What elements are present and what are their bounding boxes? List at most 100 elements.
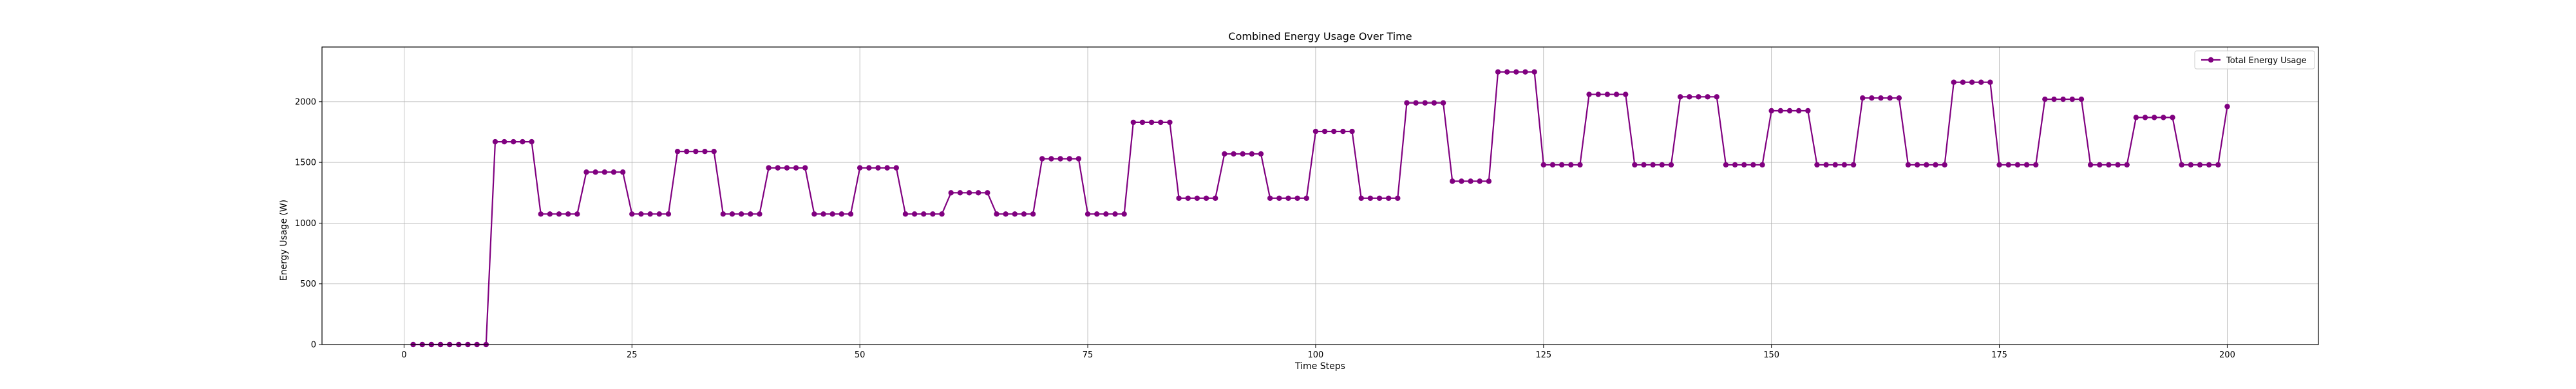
data-point (1668, 162, 1674, 168)
data-point (775, 165, 781, 171)
data-point (1139, 119, 1146, 126)
data-point (1549, 162, 1556, 168)
data-point (1422, 100, 1428, 106)
data-point (2179, 162, 2184, 168)
data-point (2069, 96, 2076, 102)
data-point (1795, 108, 1802, 114)
data-point (957, 190, 963, 196)
data-point (1814, 162, 1820, 168)
data-point (820, 211, 826, 217)
data-point (1687, 94, 1692, 100)
data-point (511, 138, 516, 145)
data-point (1777, 108, 1784, 114)
data-point (2014, 162, 2021, 168)
data-point (1623, 91, 1629, 97)
data-point (757, 211, 762, 217)
data-point (1075, 156, 1082, 162)
data-point (492, 138, 498, 145)
data-point (583, 169, 589, 175)
data-point (1103, 211, 1109, 217)
legend: Total Energy Usage (2194, 50, 2315, 70)
data-point (784, 165, 790, 171)
data-point (2042, 96, 2048, 102)
data-point (638, 211, 644, 217)
data-point (1613, 91, 1620, 97)
data-point (1823, 162, 1829, 168)
data-point (601, 169, 608, 175)
x-tick-label: 0 (401, 350, 406, 360)
data-point (793, 165, 799, 171)
data-point (1231, 151, 1236, 157)
data-point (1568, 162, 1574, 168)
data-point (1057, 156, 1063, 162)
data-point (1477, 178, 1482, 184)
data-point (1705, 94, 1710, 100)
x-axis-label: Time Steps (1294, 361, 1345, 372)
data-point (1905, 162, 1911, 168)
x-tick-label: 125 (1535, 350, 1551, 360)
data-point (1094, 211, 1100, 217)
data-point (921, 211, 927, 217)
data-point (2124, 162, 2130, 168)
data-point (902, 211, 909, 217)
data-point (848, 211, 854, 217)
data-point (948, 190, 954, 196)
data-point (729, 211, 735, 217)
data-point (1495, 69, 1501, 75)
data-point (2224, 104, 2230, 109)
data-point (966, 190, 972, 196)
data-point (702, 148, 708, 155)
data-point (1632, 162, 1638, 168)
data-point (766, 165, 772, 171)
data-point (1303, 195, 1309, 201)
legend-label: Total Energy Usage (2226, 56, 2307, 66)
data-point (939, 211, 945, 217)
data-point (1805, 108, 1811, 114)
data-point (2188, 162, 2194, 168)
data-point (994, 211, 999, 217)
data-point (1285, 195, 1291, 201)
data-point (1595, 91, 1601, 97)
x-tick-label: 100 (1308, 350, 1324, 360)
data-point (866, 165, 872, 171)
data-point (1914, 162, 1920, 168)
data-point (1896, 95, 1902, 101)
data-point (2161, 115, 2166, 120)
data-point (1942, 162, 1947, 168)
data-point (1531, 69, 1537, 75)
data-point (1768, 108, 1774, 114)
data-point (1176, 195, 1182, 201)
data-point (1367, 195, 1374, 201)
data-point (1258, 151, 1264, 157)
data-point (1978, 79, 1984, 85)
data-point (1148, 119, 1155, 126)
data-point (1450, 178, 1455, 184)
data-point (1021, 211, 1027, 217)
y-tick-label: 500 (300, 280, 316, 289)
data-point (1321, 128, 1328, 135)
data-point (1440, 100, 1446, 106)
data-point (538, 211, 544, 217)
data-point (1312, 128, 1319, 135)
data-point (1294, 195, 1300, 201)
data-point (1084, 211, 1091, 217)
data-point (1887, 95, 1893, 101)
data-point (2215, 162, 2221, 168)
data-point (985, 190, 990, 196)
data-point (884, 165, 890, 171)
plot-frame (321, 46, 2319, 345)
data-point (2197, 162, 2203, 168)
data-point (1513, 69, 1519, 75)
data-point (1194, 195, 1200, 201)
data-point (2023, 162, 2030, 168)
data-point (829, 211, 835, 217)
data-point (1240, 151, 1245, 157)
y-tick-label: 1500 (295, 158, 316, 168)
data-point (1048, 156, 1054, 162)
data-point (1878, 95, 1884, 101)
data-point (975, 190, 981, 196)
y-tick-label: 1000 (295, 219, 316, 229)
series-line (413, 71, 2228, 346)
data-point (2005, 162, 2011, 168)
data-point (1276, 195, 1282, 201)
